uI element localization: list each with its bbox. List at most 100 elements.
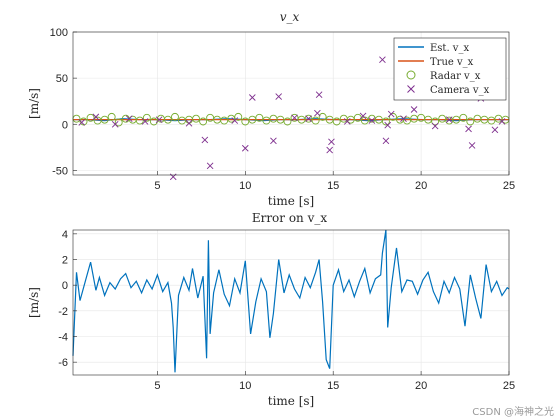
vx-legend: Est. v_x True v_x Radar v_x Camera v_x (393, 37, 507, 101)
error-xtick-label: 25 (503, 380, 515, 392)
vx-point-camera-v-x (111, 120, 119, 128)
vx-point-radar-v-x (171, 112, 179, 121)
error-xtick-label: 10 (239, 380, 251, 392)
vx-point-radar-v-x (360, 116, 369, 125)
vx-point-camera-v-x (445, 116, 453, 123)
vx-point-camera-v-x (498, 118, 506, 125)
legend-swatch-radar (406, 70, 416, 80)
legend-box (393, 37, 507, 101)
error-ytick-label: -4 (58, 332, 68, 344)
vx-point-camera-v-x (326, 146, 333, 154)
error-title: Error on v_x (252, 211, 328, 225)
vx-point-radar-v-x (424, 115, 433, 124)
vx-point-camera-v-x (92, 113, 100, 121)
vx-point-radar-v-x (283, 117, 292, 126)
legend-label-est: Est. v_x (430, 43, 469, 54)
vx-point-radar-v-x (255, 113, 264, 122)
vx-point-camera-v-x (241, 144, 249, 152)
vx-point-radar-v-x (466, 117, 475, 126)
vx-point-camera-v-x (384, 121, 392, 129)
vx-point-radar-v-x (459, 113, 468, 122)
vx-point-radar-v-x (381, 117, 390, 126)
vx-point-camera-v-x (410, 106, 418, 113)
error-xtick-label: 20 (415, 380, 427, 392)
vx-point-radar-v-x (114, 118, 123, 127)
legend-label-camera: Camera v_x (430, 85, 490, 96)
vx-point-radar-v-x (135, 116, 144, 125)
error-ticks: 5 10 15 20 25 -6 -4 -2 0 2 4 (58, 229, 515, 392)
vx-point-radar-v-x (487, 116, 496, 125)
vx-point-radar-v-x (100, 115, 109, 124)
vx-series (72, 56, 510, 181)
legend-label-true: True v_x (430, 57, 474, 68)
vx-point-radar-v-x (431, 117, 440, 126)
vx-point-radar-v-x (79, 117, 88, 126)
vx-point-camera-v-x (291, 114, 298, 122)
error-xtick-label: 15 (327, 380, 339, 392)
vx-axes-box (72, 31, 510, 176)
vx-ytick-label: 50 (56, 73, 68, 85)
vx-point-camera-v-x (431, 122, 439, 130)
error-xlabel: time [s] (268, 394, 314, 408)
error-ylabel: [m/s] (27, 287, 41, 318)
vx-point-camera-v-x (231, 117, 239, 124)
error-series-error (72, 229, 510, 373)
vx-ytick-label: -50 (52, 165, 68, 177)
error-ytick-label: 2 (62, 255, 68, 267)
vx-point-camera-v-x (249, 94, 256, 101)
vx-point-radar-v-x (163, 115, 172, 124)
legend-swatch-camera (407, 85, 415, 93)
vx-point-camera-v-x (315, 91, 323, 99)
vx-point-camera-v-x (400, 115, 407, 123)
vx-xtick-label: 10 (239, 180, 251, 192)
vx-point-camera-v-x (382, 137, 390, 145)
vx-point-camera-v-x (125, 115, 133, 123)
vx-ylabel: [m/s] (27, 88, 41, 119)
vx-point-radar-v-x (318, 112, 327, 121)
vx-point-camera-v-x (468, 142, 476, 149)
vx-point-camera-v-x (305, 115, 312, 123)
vx-point-radar-v-x (290, 113, 299, 122)
vx-xtick-label: 25 (503, 180, 515, 192)
vx-point-radar-v-x (452, 115, 461, 124)
vx-ticks: 5 10 15 20 25 -50 0 50 100 (50, 27, 515, 192)
vx-point-camera-v-x (155, 116, 163, 123)
vx-point-radar-v-x (332, 117, 341, 126)
error-grid (73, 230, 510, 375)
vx-point-radar-v-x (227, 114, 236, 123)
vx-point-radar-v-x (438, 114, 447, 123)
vx-point-radar-v-x (304, 114, 313, 123)
vx-point-camera-v-x (465, 125, 472, 133)
vx-point-camera-v-x (185, 120, 193, 127)
vx-point-camera-v-x (270, 137, 277, 145)
vx-point-radar-v-x (220, 116, 229, 125)
vx-point-radar-v-x (403, 116, 411, 125)
vx-point-camera-v-x (387, 110, 395, 118)
vx-title: v_x (280, 10, 300, 24)
vx-ytick-label: 100 (50, 27, 68, 39)
vx-point-radar-v-x (374, 115, 383, 124)
vx-point-radar-v-x (389, 112, 397, 121)
vx-point-camera-v-x (359, 112, 367, 120)
vx-xtick-label: 15 (327, 180, 339, 192)
error-ytick-label: 0 (62, 280, 68, 292)
vx-point-camera-v-x (491, 126, 499, 134)
vx-point-camera-v-x (275, 93, 283, 100)
vx-xtick-label: 5 (154, 180, 160, 192)
vx-point-radar-v-x (206, 113, 215, 122)
vx-point-camera-v-x (78, 119, 86, 126)
vx-point-camera-v-x (206, 162, 214, 170)
vx-point-radar-v-x (241, 117, 250, 126)
legend-label-radar: Radar v_x (430, 71, 481, 82)
vx-point-camera-v-x (141, 118, 149, 125)
vx-point-camera-v-x (379, 56, 386, 63)
subplot-vx: v_x 5 10 15 20 25 -50 0 50 100 time [s] [m/s] Es… (27, 10, 515, 208)
vx-point-camera-v-x (343, 118, 351, 125)
vx-point-camera-v-x (201, 136, 209, 144)
vx-point-camera-v-x (328, 138, 335, 146)
vx-point-radar-v-x (248, 115, 257, 124)
vx-point-camera-v-x (314, 109, 321, 117)
vx-point-camera-v-x (368, 117, 376, 124)
vx-point-radar-v-x (325, 115, 334, 124)
